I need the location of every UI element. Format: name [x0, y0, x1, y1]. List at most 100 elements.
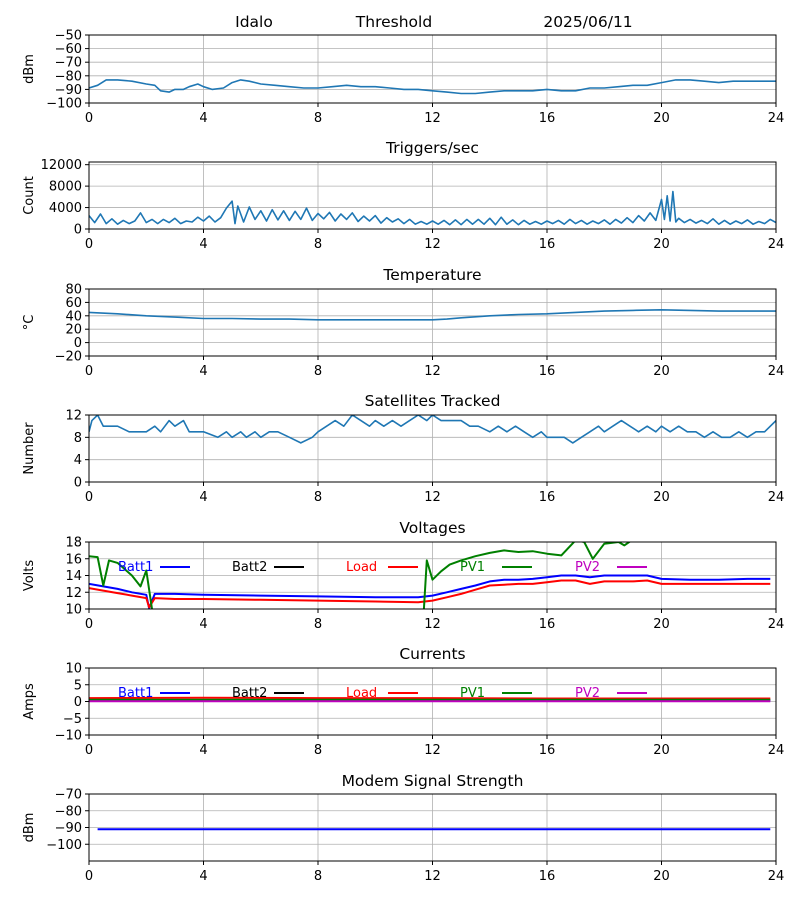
- panel-0: 0 4 8 12 16 20 24 −100−90−80−70−60−50 dBm: [22, 29, 784, 127]
- y-tick-label: 0: [74, 695, 82, 710]
- panel-1: Triggers/sec 0 4 8 12 16 20 24 0 4000 8000 12000 Cou…: [22, 139, 784, 252]
- panel-title: Temperature: [382, 266, 481, 284]
- y-tick-label: −10: [55, 729, 82, 744]
- x-tick-label: 8: [314, 743, 322, 758]
- panel-title: Modem Signal Strength: [342, 772, 524, 790]
- y-tick-label: 80: [65, 283, 82, 298]
- y-tick-label: −80: [55, 804, 82, 819]
- y-tick-label: −100: [46, 838, 82, 853]
- x-tick-label: 20: [653, 490, 670, 505]
- y-axis-label: Count: [22, 176, 37, 215]
- x-tick-label: 4: [199, 617, 207, 632]
- y-axis-label: Number: [22, 422, 37, 475]
- header-date: 2025/06/11: [543, 13, 632, 31]
- panel-3: Satellites Tracked 0 4 8 12 16 20 24 0 4 8 12 Number: [22, 392, 784, 505]
- legend-label: Batt2: [232, 686, 267, 701]
- series-line-load: [89, 696, 771, 700]
- x-tick-label: 20: [653, 869, 670, 884]
- legend-label: PV2: [575, 560, 600, 575]
- y-tick-label: −50: [55, 29, 82, 44]
- legend-label: PV1: [460, 560, 485, 575]
- y-tick-label: 10: [65, 603, 82, 618]
- panel-title: Currents: [399, 645, 465, 663]
- y-axis-label: dBm: [22, 813, 37, 843]
- x-tick-label: 16: [539, 490, 556, 505]
- x-tick-label: 4: [199, 490, 207, 505]
- x-tick-label: 8: [314, 869, 322, 884]
- y-tick-label: 0: [74, 336, 82, 351]
- y-tick-label: 40: [65, 309, 82, 324]
- y-tick-label: 0: [74, 223, 82, 238]
- x-tick-label: 20: [653, 111, 670, 126]
- legend-label: PV1: [460, 686, 485, 701]
- x-tick-label: 12: [424, 237, 441, 252]
- series-line: [89, 79, 776, 95]
- y-tick-label: −5: [63, 712, 82, 727]
- series-line: [89, 190, 776, 226]
- y-tick-label: −80: [55, 69, 82, 84]
- series-line: [89, 309, 776, 321]
- x-tick-label: 12: [424, 111, 441, 126]
- legend-label: Load: [346, 560, 377, 575]
- x-tick-label: 24: [768, 869, 785, 884]
- x-tick-label: 4: [199, 364, 207, 379]
- y-tick-label: −100: [46, 97, 82, 112]
- x-tick-label: 0: [85, 743, 93, 758]
- y-tick-label: −20: [55, 350, 82, 365]
- panel-5: Currents Batt1 Batt2 Load PV1 PV2 0 4 8 12 16 20 24 −…: [22, 645, 784, 758]
- x-tick-label: 24: [768, 364, 785, 379]
- x-tick-label: 8: [314, 617, 322, 632]
- y-tick-label: −90: [55, 821, 82, 836]
- x-tick-label: 12: [424, 617, 441, 632]
- panel-title: Triggers/sec: [385, 139, 479, 157]
- x-tick-label: 24: [768, 617, 785, 632]
- y-tick-label: −90: [55, 83, 82, 98]
- legend-label: PV2: [575, 686, 600, 701]
- x-tick-label: 4: [199, 111, 207, 126]
- x-tick-label: 0: [85, 111, 93, 126]
- x-tick-label: 0: [85, 364, 93, 379]
- x-tick-label: 20: [653, 743, 670, 758]
- x-tick-label: 8: [314, 111, 322, 126]
- y-tick-label: 12000: [41, 158, 82, 173]
- series-line-pv1: [89, 542, 632, 609]
- y-tick-label: 12: [65, 586, 82, 601]
- y-tick-label: 4000: [49, 201, 82, 216]
- x-tick-label: 20: [653, 617, 670, 632]
- y-tick-label: 0: [74, 476, 82, 491]
- y-tick-label: 8000: [49, 180, 82, 195]
- x-tick-label: 20: [653, 364, 670, 379]
- x-tick-label: 12: [424, 743, 441, 758]
- x-tick-label: 16: [539, 111, 556, 126]
- y-axis-label: dBm: [22, 54, 37, 84]
- y-tick-label: 14: [65, 569, 82, 584]
- x-tick-label: 24: [768, 490, 785, 505]
- y-axis-label: °C: [22, 315, 37, 331]
- x-tick-label: 4: [199, 869, 207, 884]
- panel-6: Modem Signal Strength 0 4 8 12 16 20 24 −100 −90 −…: [22, 772, 784, 884]
- x-tick-label: 12: [424, 869, 441, 884]
- x-tick-label: 16: [539, 237, 556, 252]
- y-tick-label: −60: [55, 42, 82, 57]
- y-tick-label: 5: [74, 678, 82, 693]
- header-mode: Threshold: [355, 13, 432, 31]
- legend-label: Batt2: [232, 560, 267, 575]
- legend-label: Batt1: [118, 560, 153, 575]
- legend-label: Batt1: [118, 686, 153, 701]
- panel-title: Voltages: [399, 519, 465, 537]
- x-tick-label: 0: [85, 490, 93, 505]
- x-tick-label: 12: [424, 490, 441, 505]
- y-tick-label: −70: [55, 56, 82, 71]
- x-tick-label: 24: [768, 237, 785, 252]
- y-tick-label: 12: [65, 409, 82, 424]
- x-tick-label: 8: [314, 490, 322, 505]
- legend-label: Load: [346, 686, 377, 701]
- x-tick-label: 20: [653, 237, 670, 252]
- series-line: [89, 415, 776, 444]
- x-tick-label: 0: [85, 237, 93, 252]
- header-station: Idalo: [235, 13, 273, 31]
- x-tick-label: 8: [314, 364, 322, 379]
- panel-4: Voltages Batt1 Batt2 Load PV1 PV2 0 4 8 12 16 20 24 1…: [22, 519, 784, 632]
